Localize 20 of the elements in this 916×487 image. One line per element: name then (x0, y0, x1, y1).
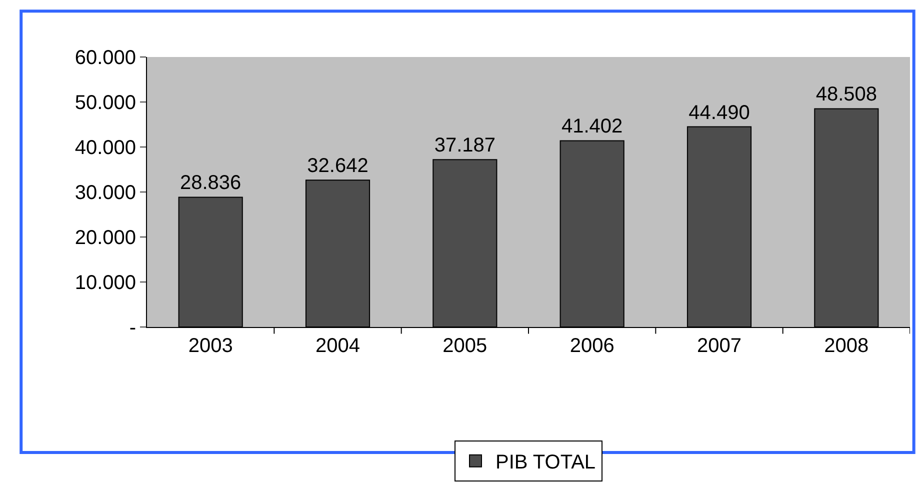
y-tick-label: - (129, 317, 136, 339)
data-label: 41.402 (562, 116, 623, 138)
x-tick-label: 2005 (442, 335, 488, 357)
data-label: 32.642 (307, 155, 368, 178)
data-label: 28.836 (180, 172, 242, 194)
x-tick-label: 2007 (697, 335, 742, 357)
y-tick-label: 40.000 (74, 137, 136, 159)
data-label: 48.508 (816, 84, 878, 106)
y-tick-label: 60.000 (74, 47, 136, 69)
x-tick-label: 2004 (316, 335, 360, 357)
legend-label: PIB TOTAL (496, 452, 596, 474)
y-tick-label: 10.000 (74, 272, 136, 294)
y-tick-label: 20.000 (74, 227, 136, 249)
data-label: 44.490 (688, 102, 750, 124)
x-tick-label: 2008 (824, 335, 869, 357)
data-label: 37.187 (434, 134, 496, 157)
x-tick-label: 2003 (188, 335, 233, 357)
y-tick-label: 50.000 (74, 92, 136, 114)
y-tick-label: 30.000 (74, 182, 136, 204)
x-tick-label: 2006 (570, 335, 614, 357)
